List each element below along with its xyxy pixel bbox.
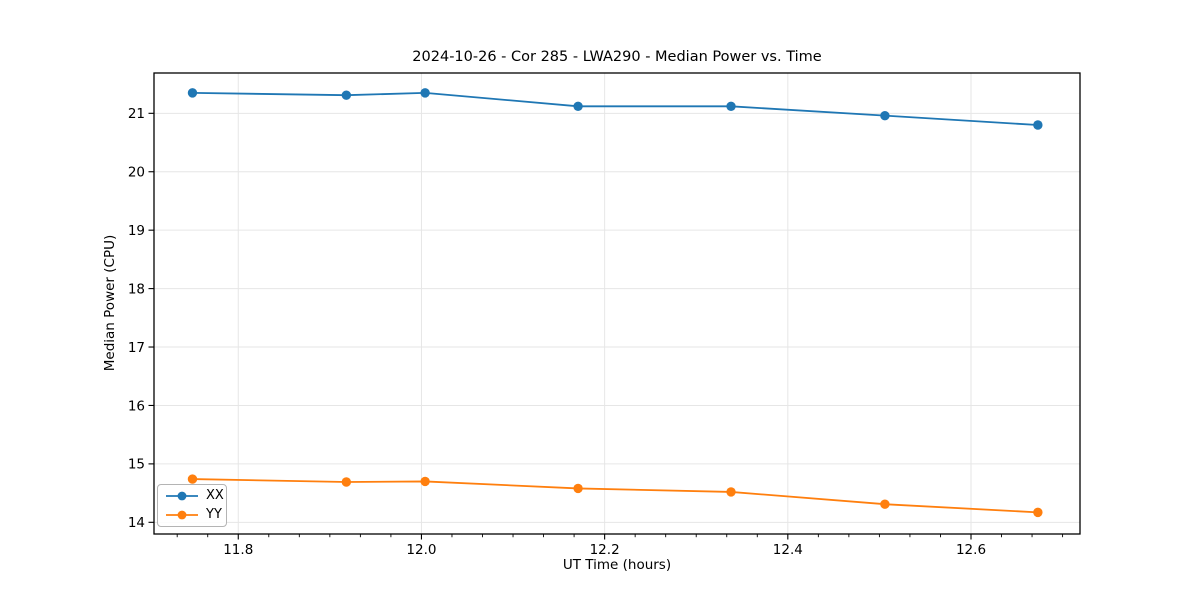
data-point-xx [573,101,583,112]
series-yy [187,474,1043,518]
y-axis-label: Median Power (CPU) [102,234,118,372]
series-xx [187,88,1043,130]
x-tick-label: 12.0 [406,542,436,558]
y-tick-label: 15 [128,457,145,473]
y-tick-label: 21 [128,106,145,122]
y-tick-label: 18 [128,281,145,297]
legend-item-yy: YY [165,507,222,522]
data-point-xx [341,90,352,100]
axes-frame [153,72,1081,535]
data-point-xx [420,88,430,98]
x-tick-label: 12.4 [773,542,803,558]
legend: XX YY [157,484,227,527]
x-tick-label: 12.6 [956,542,986,558]
legend-label-xx: XX [206,488,224,503]
legend-item-xx: XX [165,489,224,503]
x-tick-label: 12.2 [590,542,620,558]
xx-line-marker-icon [166,491,198,501]
yy-line-marker-icon [166,510,198,520]
y-tick-label: 16 [128,398,145,414]
data-point-yy [187,474,198,484]
data-point-yy [573,483,583,494]
ticks-and-labels: 11.8 12.0 12.2 12.4 12.6 14 15 16 17 18 19 20 21 [128,106,1064,558]
data-point-yy [726,487,736,497]
data-point-yy [341,477,352,487]
chart-title: 2024-10-26 - Cor 285 - LWA290 - Median P… [412,49,822,65]
data-point-yy [880,499,890,509]
y-tick-label: 14 [128,515,145,531]
x-axis-label: UT Time (hours) [562,557,672,573]
data-point-xx [726,101,736,112]
legend-label-yy: YY [206,507,222,522]
data-point-yy [420,476,430,487]
y-tick-label: 19 [128,223,145,239]
data-point-xx [187,88,198,98]
y-tick-label: 17 [128,340,145,356]
data-point-xx [1033,120,1043,130]
x-tick-label: 11.8 [223,542,253,558]
y-tick-label: 20 [128,165,145,181]
data-point-yy [1033,507,1043,518]
data-point-xx [880,110,890,121]
gridlines [154,73,1080,534]
